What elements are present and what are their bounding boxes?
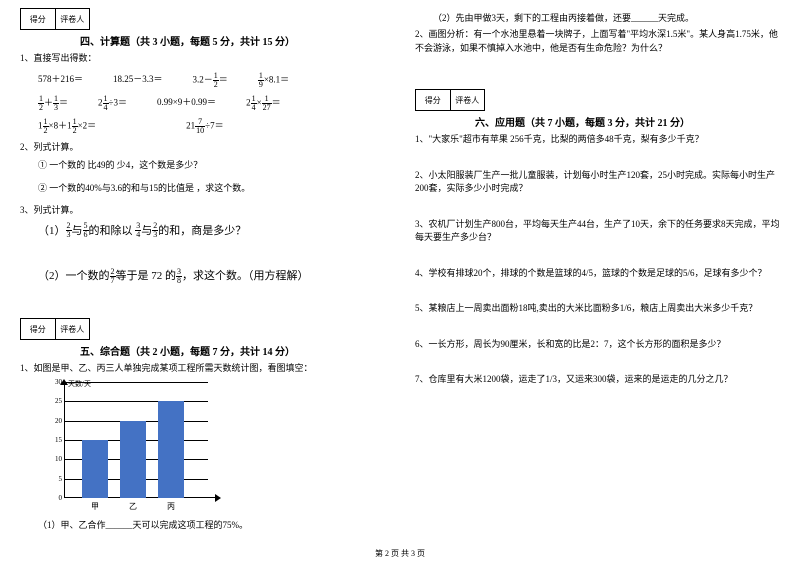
s6-q7: 7、仓库里有大米1200袋，运走了1/3，又运来300袋，运来的是运走的几分之几… [415,373,780,387]
score-label: 得分 [21,9,56,29]
calc-item: 578＋216＝ [38,72,83,89]
score-label: 得分 [21,319,56,339]
grader-label: 评卷人 [451,90,485,110]
chart-bar [158,401,184,498]
calc-item: 214÷3＝ [98,95,127,112]
s6-q5: 5、某粮店上一周卖出面粉18吨,卖出的大米比面粉多1/6，粮店上周卖出大米多少千… [415,302,780,316]
s6-q1: 1、"大家乐"超市有苹果 256千克，比梨的两倍多48千克，梨有多少千克？ [415,133,780,147]
calc-item: 112×8＋112×2＝ [38,118,96,135]
calc-row-3: 112×8＋112×2＝ 21710÷7＝ [38,118,385,135]
x-axis-label: 甲 [82,501,108,512]
score-label: 得分 [416,90,451,110]
s6-q6: 6、一长方形，周长为90厘米，长和宽的比是2：7，这个长方形的面积是多少？ [415,338,780,352]
s4-q3-1: （1）23与56的和除以 34与23的和，商是多少？ [38,222,385,240]
s4-q1: 1、直接写出得数： [20,52,385,66]
calc-row-1: 578＋216＝ 18.25－3.3＝ 3.2－12＝ 19×8.1＝ [38,72,385,89]
calc-item: 18.25－3.3＝ [113,72,163,89]
score-box-5: 得分 评卷人 [20,318,90,340]
s5-q2: 2、画图分析：有一个水池里悬着一块牌子，上面写着"平均水深1.5米"。某人身高1… [415,28,780,55]
s4-q2a: ① 一个数的 比49的 少4，这个数是多少？ [38,158,385,171]
arrow-right-icon [215,494,221,502]
calc-item: 19×8.1＝ [258,72,289,89]
calc-row-2: 12＋13＝ 214÷3＝ 0.99×9＋0.99＝ 214×127＝ [38,95,385,112]
grader-label: 评卷人 [56,9,90,29]
grader-label: 评卷人 [56,319,90,339]
score-box-6: 得分 评卷人 [415,89,485,111]
s6-q2: 2、小太阳服装厂生产一批儿童服装，计划每小时生产120套，25小时完成。实际每小… [415,169,780,196]
right-column: （2）先由甲做3天，剩下的工程由丙接着做，还要______天完成。 2、画图分析… [415,8,780,534]
calc-item: 3.2－12＝ [193,72,228,89]
chart-bar [120,421,146,498]
x-axis-label: 丙 [158,501,184,512]
s5-q1: 1、如图是甲、乙、丙三人单独完成某项工程所需天数统计图，看图填空： [20,362,385,376]
calc-item: 0.99×9＋0.99＝ [157,95,216,112]
y-axis-label: 天数/天 [68,379,91,389]
s4-q2: 2、列式计算。 [20,141,385,155]
x-axis-label: 乙 [120,501,146,512]
page-footer: 第 2 页 共 3 页 [0,548,800,559]
s4-q3: 3、列式计算。 [20,204,385,218]
calc-item: 214×127＝ [246,95,281,112]
s4-q2b: ② 一个数的40%与3.6的和与15的比值是 ，求这个数。 [38,181,385,194]
left-column: 得分 评卷人 四、计算题（共 3 小题，每题 5 分，共计 15 分） 1、直接… [20,8,385,534]
s4-q3-2: （2）一个数的27等于是 72 的38，求这个数。（用方程解） [38,267,385,285]
chart-bar [82,440,108,498]
section-5-title: 五、综合题（共 2 小题，每题 7 分，共计 14 分） [80,343,385,358]
bar-chart: 天数/天 051015202530甲乙丙 [48,382,218,512]
s5-q1-1: （1）甲、乙合作______天可以完成这项工程的75%。 [38,518,385,531]
s6-q3: 3、农机厂计划生产800台，平均每天生产44台，生产了10天，余下的任务要求8天… [415,218,780,245]
s6-q4: 4、学校有排球20个，排球的个数是篮球的4/5，篮球的个数是足球的5/6，足球有… [415,267,780,281]
score-box-4: 得分 评卷人 [20,8,90,30]
section-4-title: 四、计算题（共 3 小题，每题 5 分，共计 15 分） [80,33,385,48]
calc-item: 21710÷7＝ [186,118,223,135]
calc-item: 12＋13＝ [38,95,68,112]
section-6-title: 六、应用题（共 7 小题，每题 3 分，共计 21 分） [475,114,780,129]
s5-q1-2: （2）先由甲做3天，剩下的工程由丙接着做，还要______天完成。 [433,11,780,24]
